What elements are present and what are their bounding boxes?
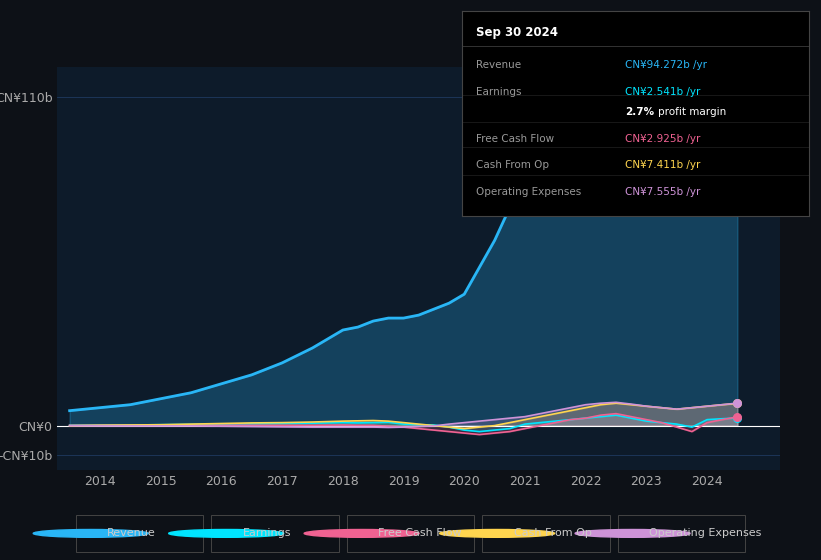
Text: Revenue: Revenue xyxy=(107,529,156,538)
FancyBboxPatch shape xyxy=(212,515,338,552)
Circle shape xyxy=(168,530,284,538)
Circle shape xyxy=(33,530,148,538)
Point xyxy=(731,413,744,422)
Text: Earnings: Earnings xyxy=(476,87,521,97)
FancyBboxPatch shape xyxy=(76,515,203,552)
FancyBboxPatch shape xyxy=(482,515,609,552)
Text: profit margin: profit margin xyxy=(658,108,727,117)
Text: Operating Expenses: Operating Expenses xyxy=(476,187,581,197)
FancyBboxPatch shape xyxy=(347,515,475,552)
Text: 2.7%: 2.7% xyxy=(625,108,654,117)
Text: CN¥7.411b /yr: CN¥7.411b /yr xyxy=(625,160,700,170)
Text: CN¥94.272b /yr: CN¥94.272b /yr xyxy=(625,60,707,70)
Point xyxy=(731,399,744,408)
Text: Earnings: Earnings xyxy=(242,529,291,538)
Text: Free Cash Flow: Free Cash Flow xyxy=(476,134,554,144)
Point xyxy=(731,139,744,148)
Circle shape xyxy=(305,530,420,538)
Text: CN¥7.555b /yr: CN¥7.555b /yr xyxy=(625,187,700,197)
Text: Cash From Op: Cash From Op xyxy=(476,160,549,170)
Circle shape xyxy=(575,530,690,538)
Point xyxy=(731,412,744,421)
Text: CN¥2.925b /yr: CN¥2.925b /yr xyxy=(625,134,700,144)
FancyBboxPatch shape xyxy=(617,515,745,552)
Text: Cash From Op: Cash From Op xyxy=(514,529,591,538)
Text: Sep 30 2024: Sep 30 2024 xyxy=(476,26,558,39)
Text: CN¥2.541b /yr: CN¥2.541b /yr xyxy=(625,87,700,97)
Text: Free Cash Flow: Free Cash Flow xyxy=(378,529,461,538)
Point xyxy=(731,399,744,408)
Circle shape xyxy=(440,530,555,538)
Text: Operating Expenses: Operating Expenses xyxy=(649,529,761,538)
Text: Revenue: Revenue xyxy=(476,60,521,70)
